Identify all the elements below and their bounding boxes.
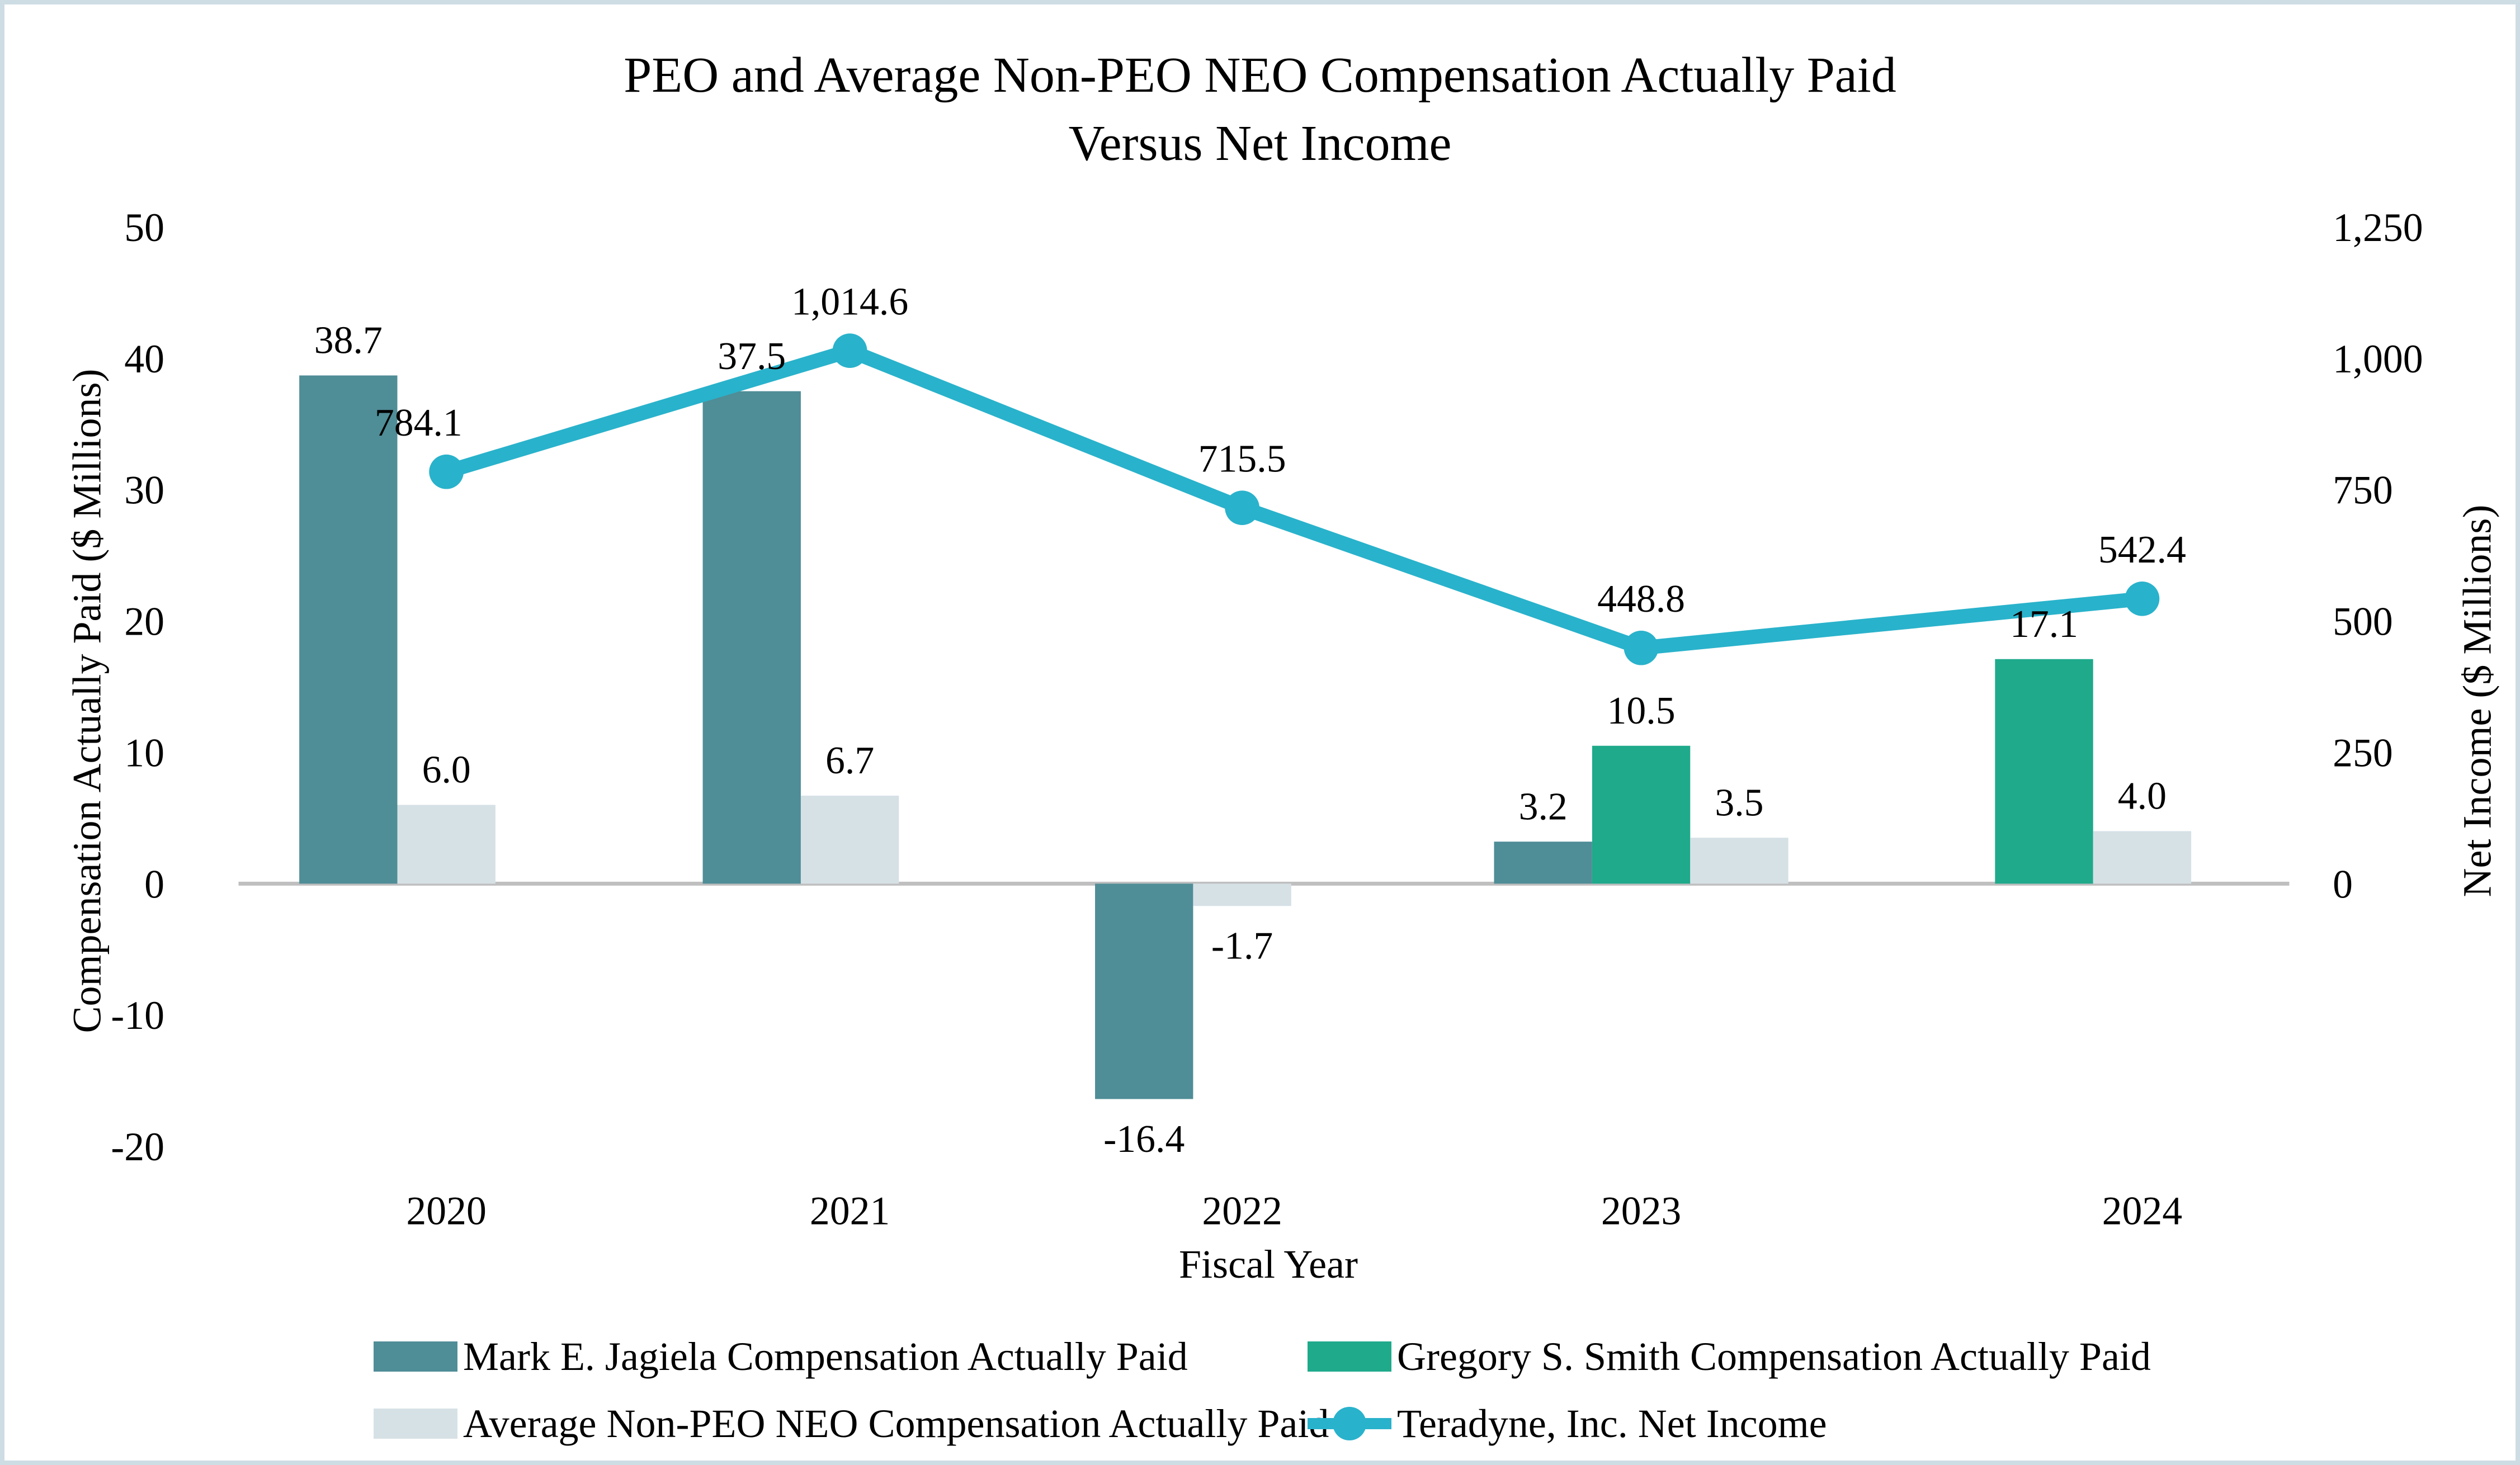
- left-axis-tick--20: -20: [111, 1125, 164, 1169]
- left-axis-tick-50: 50: [124, 206, 164, 250]
- right-axis-tick-250: 250: [2333, 731, 2393, 776]
- left-axis-tick-40: 40: [124, 337, 164, 381]
- x-axis-label-2020: 2020: [406, 1189, 486, 1234]
- x-axis-label-2021: 2021: [810, 1189, 890, 1234]
- right-axis-title: Net Income ($ Millions): [2455, 504, 2500, 897]
- x-axis-label-2023: 2023: [1601, 1189, 1681, 1234]
- bar-mark-2022: [1095, 883, 1193, 1099]
- legend-swatch-smith-icon: [1308, 1341, 1391, 1372]
- bar-average-2022: [1193, 883, 1291, 906]
- legend-label-nonpeo: Average Non-PEO NEO Compensation Actuall…: [463, 1401, 1329, 1446]
- x-axis-title: Fiscal Year: [1179, 1242, 1358, 1287]
- net-income-label-2023: 448.8: [1597, 578, 1685, 621]
- bar-average-2020: [397, 805, 495, 884]
- left-axis-tick-20: 20: [124, 600, 164, 644]
- bar-label-average-2022: -1.7: [1211, 925, 1273, 968]
- net-income-line: [439, 343, 2150, 655]
- bar-average-2024: [2093, 831, 2192, 884]
- bar-gregory-2024: [1995, 659, 2093, 884]
- legend-swatch-jagiela-icon: [374, 1341, 457, 1372]
- net-income-marker-2022: [1225, 490, 1260, 525]
- bar-label-gregory-2024: 17.1: [2010, 603, 2078, 646]
- right-axis-tick-500: 500: [2333, 600, 2393, 644]
- right-axis-tick-1,000: 1,000: [2333, 337, 2423, 381]
- net-income-label-2020: 784.1: [375, 401, 463, 445]
- net-income-label-2022: 715.5: [1198, 438, 1286, 481]
- bar-label-average-2023: 3.5: [1715, 781, 1763, 824]
- net-income-label-2021: 1,014.6: [791, 281, 908, 324]
- bar-label-mark-2021: 37.5: [718, 335, 786, 378]
- chart-title: PEO and Average Non-PEO NEO Compensation…: [4, 41, 2516, 178]
- bar-label-average-2020: 6.0: [422, 749, 471, 792]
- bar-label-mark-2023: 3.2: [1519, 786, 1568, 829]
- net-income-label-2024: 542.4: [2098, 528, 2186, 571]
- bar-mark-2023: [1494, 842, 1592, 884]
- right-axis-tick-750: 750: [2333, 469, 2393, 513]
- legend-item-net-income: Teradyne, Inc. Net Income: [1308, 1401, 1827, 1446]
- bar-label-mark-2020: 38.7: [314, 319, 383, 362]
- left-axis-tick-10: 10: [124, 731, 164, 776]
- bar-label-gregory-2023: 10.5: [1607, 689, 1676, 732]
- legend-label-net-income: Teradyne, Inc. Net Income: [1397, 1401, 1827, 1446]
- bar-label-average-2021: 6.7: [825, 739, 874, 782]
- bar-label-average-2024: 4.0: [2118, 775, 2167, 818]
- net-income-marker-2021: [832, 333, 867, 368]
- bar-gregory-2023: [1592, 745, 1691, 884]
- net-income-marker-2020: [429, 454, 464, 489]
- legend-label-jagiela: Mark E. Jagiela Compensation Actually Pa…: [463, 1334, 1188, 1379]
- bar-average-2021: [800, 795, 899, 884]
- bar-mark-2020: [299, 375, 398, 884]
- bar-average-2023: [1690, 838, 1788, 884]
- chart-title-line-1: PEO and Average Non-PEO NEO Compensation…: [624, 48, 1896, 103]
- left-axis-tick--10: -10: [111, 994, 164, 1038]
- legend-item-nonpeo: Average Non-PEO NEO Compensation Actuall…: [374, 1401, 1329, 1446]
- left-axis-tick-30: 30: [124, 469, 164, 513]
- right-axis-tick-1,250: 1,250: [2333, 206, 2423, 250]
- right-axis-tick-0: 0: [2333, 862, 2353, 906]
- left-axis-title: Compensation Actually Paid ($ Millions): [64, 368, 110, 1033]
- legend-swatch-nonpeo-icon: [374, 1409, 457, 1439]
- legend-label-smith: Gregory S. Smith Compensation Actually P…: [1397, 1334, 2151, 1379]
- plot-area: 50 40 30 20 10 0 -10 -20 1,250 1,000 750 500 250 0 202…: [111, 206, 2423, 1234]
- bar-label-mark-2022: -16.4: [1103, 1118, 1185, 1161]
- x-axis-label-2024: 2024: [2102, 1189, 2182, 1234]
- legend-line-marker-icon: [1308, 1401, 1391, 1446]
- x-axis-label-2022: 2022: [1202, 1189, 1282, 1234]
- legend-item-jagiela: Mark E. Jagiela Compensation Actually Pa…: [374, 1334, 1188, 1379]
- net-income-marker-2023: [1624, 630, 1659, 665]
- net-income-marker-2024: [2125, 581, 2160, 616]
- bar-mark-2021: [702, 391, 801, 884]
- legend-item-smith: Gregory S. Smith Compensation Actually P…: [1308, 1334, 2151, 1379]
- chart-title-line-2: Versus Net Income: [1068, 116, 1452, 171]
- left-axis-tick-0: 0: [144, 862, 164, 906]
